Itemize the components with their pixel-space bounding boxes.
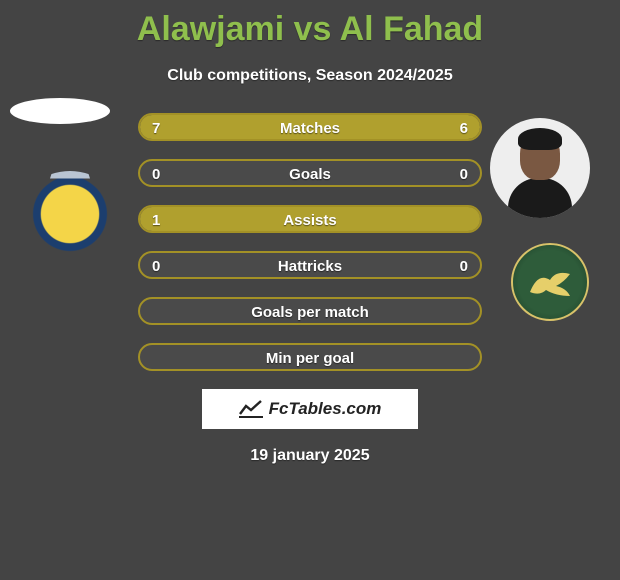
stat-label: Goals per match	[251, 304, 369, 321]
stat-row-hattricks: 0 Hattricks 0	[138, 251, 482, 279]
watermark-text: FcTables.com	[269, 399, 382, 419]
stat-value-right: 6	[460, 115, 468, 141]
stat-fill-right	[324, 115, 480, 139]
stat-value-left: 7	[152, 115, 160, 141]
watermark-badge: FcTables.com	[202, 389, 418, 429]
stat-row-matches: 7 Matches 6	[138, 113, 482, 141]
stat-row-assists: 1 Assists	[138, 205, 482, 233]
stat-value-left: 0	[152, 253, 160, 279]
stat-value-left: 0	[152, 161, 160, 187]
stat-label: Min per goal	[266, 350, 354, 367]
stat-row-min-per-goal: Min per goal	[138, 343, 482, 371]
stat-label: Matches	[280, 120, 340, 137]
stat-label: Assists	[283, 212, 336, 229]
stat-value-right: 0	[460, 253, 468, 279]
chart-icon	[239, 400, 263, 418]
stat-row-goals-per-match: Goals per match	[138, 297, 482, 325]
stat-row-goals: 0 Goals 0	[138, 159, 482, 187]
date-text: 19 january 2025	[138, 447, 482, 465]
stat-label: Goals	[289, 166, 331, 183]
player2-avatar	[490, 118, 590, 218]
player2-club-badge	[500, 243, 600, 328]
stat-label: Hattricks	[278, 258, 342, 275]
player1-avatar	[10, 98, 110, 124]
stat-value-left: 1	[152, 207, 160, 233]
page-title: Alawjami vs Al Fahad	[0, 0, 620, 49]
page-subtitle: Club competitions, Season 2024/2025	[0, 67, 620, 85]
player1-club-badge	[20, 171, 120, 256]
stat-value-right: 0	[460, 161, 468, 187]
stat-bars: 7 Matches 6 0 Goals 0 1 Assists 0 Hattri…	[138, 113, 482, 465]
